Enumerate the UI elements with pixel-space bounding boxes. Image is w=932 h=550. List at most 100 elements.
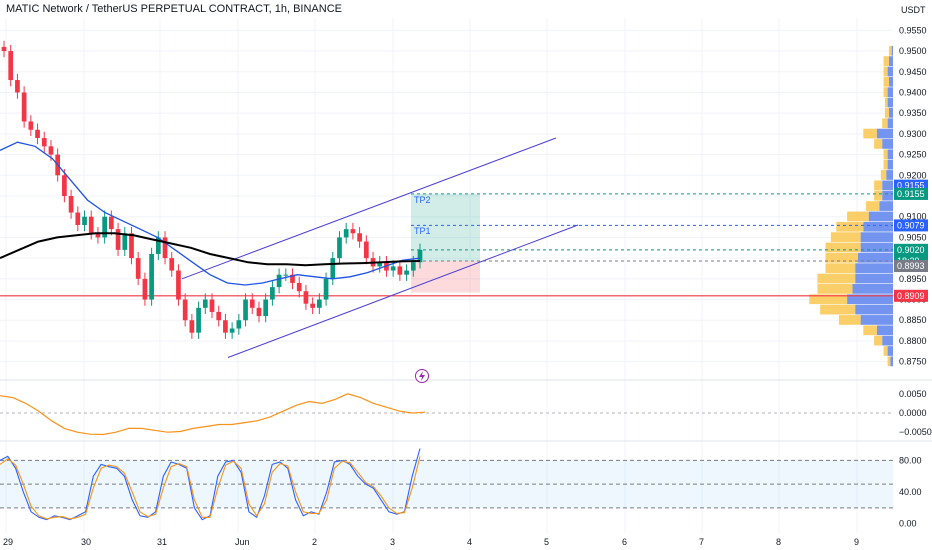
candle-body bbox=[270, 287, 275, 300]
candle-body bbox=[122, 233, 128, 250]
candle-body bbox=[21, 92, 27, 122]
volume-profile-down-bar bbox=[882, 335, 893, 346]
price-tag bbox=[894, 187, 928, 200]
tp2-label: TP2 bbox=[414, 195, 431, 205]
volume-profile-down-bar bbox=[887, 149, 893, 160]
candle-body bbox=[404, 270, 409, 275]
volume-profile-down-bar bbox=[888, 56, 893, 66]
volume-profile-up-bar bbox=[884, 108, 889, 118]
volume-profile-up-bar bbox=[839, 315, 861, 325]
x-tick-label: 8 bbox=[776, 537, 781, 547]
volume-profile-down-bar bbox=[855, 263, 893, 274]
price-tag bbox=[894, 260, 928, 273]
price-tag-label: 0.8909 bbox=[897, 291, 925, 301]
volume-profile-down-bar bbox=[887, 87, 893, 98]
volume-profile-down-bar bbox=[887, 118, 893, 129]
price-tag-label: 0.9155 bbox=[897, 181, 925, 191]
candle-body bbox=[28, 121, 34, 130]
volume-profile-up-bar bbox=[874, 139, 883, 149]
moving-average-blue-line[interactable] bbox=[0, 141, 421, 286]
candle-body bbox=[229, 328, 235, 333]
osc-tick-label: 0.0000 bbox=[899, 408, 927, 418]
moving-average-black-line[interactable] bbox=[0, 232, 421, 267]
volume-profile-down-bar bbox=[887, 97, 893, 108]
oscillator-line[interactable] bbox=[0, 393, 426, 436]
volume-profile-up-bar bbox=[883, 87, 888, 98]
candle-body bbox=[196, 307, 201, 333]
volume-profile-down-bar bbox=[860, 242, 893, 253]
volume-profile-down-bar bbox=[868, 211, 893, 222]
candle-body bbox=[276, 274, 282, 288]
candle-body bbox=[8, 51, 14, 81]
y-tick-label: 0.8800 bbox=[899, 336, 927, 346]
y-tick-label: 0.9050 bbox=[899, 232, 927, 242]
volume-profile-up-bar bbox=[882, 118, 888, 129]
price-tag-label: 0.9079 bbox=[897, 220, 925, 230]
candle-body bbox=[397, 266, 403, 275]
candle-body bbox=[410, 262, 416, 271]
volume-profile-down-bar bbox=[860, 315, 893, 325]
volume-profile-up-bar bbox=[883, 149, 888, 160]
candle-body bbox=[15, 80, 20, 93]
candle-body bbox=[390, 266, 396, 271]
volume-profile-down-bar bbox=[890, 356, 893, 367]
stoch-d-line[interactable] bbox=[0, 456, 421, 520]
candle-body bbox=[223, 320, 228, 333]
candle-body bbox=[283, 274, 289, 276]
candle-body bbox=[129, 233, 134, 259]
channel-upper-line[interactable] bbox=[181, 137, 557, 280]
profit-zone bbox=[411, 193, 480, 262]
price-tag bbox=[894, 219, 928, 232]
volume-profile-up-bar bbox=[880, 170, 887, 180]
y-tick-label: 0.9100 bbox=[899, 212, 927, 222]
volume-profile-up-bar bbox=[883, 56, 889, 66]
candle-body bbox=[142, 278, 148, 300]
volume-profile-up-bar bbox=[874, 190, 883, 201]
candle-body bbox=[41, 138, 47, 147]
candle-body bbox=[189, 320, 195, 333]
y-tick-label: 0.8750 bbox=[899, 357, 927, 367]
candle-body bbox=[377, 262, 383, 267]
candle-body bbox=[249, 299, 255, 308]
volume-profile-up-bar bbox=[830, 232, 861, 242]
volume-profile-down-bar bbox=[879, 201, 893, 211]
price-tag-label: 0.9020 bbox=[897, 245, 925, 255]
volume-profile-down-bar bbox=[887, 66, 893, 77]
volume-profile-down-bar bbox=[876, 128, 893, 139]
candle-body bbox=[263, 299, 269, 317]
tp1-label: TP1 bbox=[414, 226, 431, 236]
y-tick-label: 0.8950 bbox=[899, 274, 927, 284]
candle-body bbox=[209, 299, 215, 312]
candle-body bbox=[48, 146, 54, 155]
candle-body bbox=[296, 282, 302, 292]
candle-body bbox=[62, 175, 67, 196]
x-tick-label: 29 bbox=[3, 537, 13, 547]
x-tick-label: Jun bbox=[235, 537, 250, 547]
volume-profile-up-bar bbox=[825, 263, 856, 274]
candle-body bbox=[1, 46, 7, 52]
candle-body bbox=[350, 229, 356, 234]
volume-profile-up-bar bbox=[874, 335, 883, 346]
candle-body bbox=[256, 307, 262, 317]
y-tick-label: 0.9500 bbox=[899, 46, 927, 56]
candle-body bbox=[216, 311, 222, 321]
x-tick-label: 6 bbox=[622, 537, 627, 547]
stoch-tick-label: 80.00 bbox=[899, 455, 922, 465]
volume-profile-up-bar bbox=[884, 97, 888, 108]
channel-lower-line[interactable] bbox=[227, 224, 579, 358]
volume-profile-up-bar bbox=[836, 221, 864, 232]
volume-profile-up-bar bbox=[866, 201, 880, 211]
candle-body bbox=[330, 258, 336, 279]
y-tick-label: 0.9300 bbox=[899, 129, 927, 139]
volume-profile-up-bar bbox=[887, 356, 891, 367]
x-tick-label: 31 bbox=[157, 537, 167, 547]
price-tag-label: 0.8993 bbox=[897, 261, 925, 271]
volume-profile-up-bar bbox=[883, 76, 889, 87]
volume-profile-down-bar bbox=[882, 190, 893, 201]
volume-profile-up-bar bbox=[825, 252, 858, 263]
y-tick-label: 0.9350 bbox=[899, 108, 927, 118]
candle-body bbox=[317, 299, 322, 308]
chart-title: MATIC Network / TetherUS PERPETUAL CONTR… bbox=[6, 3, 342, 15]
candle-body bbox=[68, 196, 74, 213]
